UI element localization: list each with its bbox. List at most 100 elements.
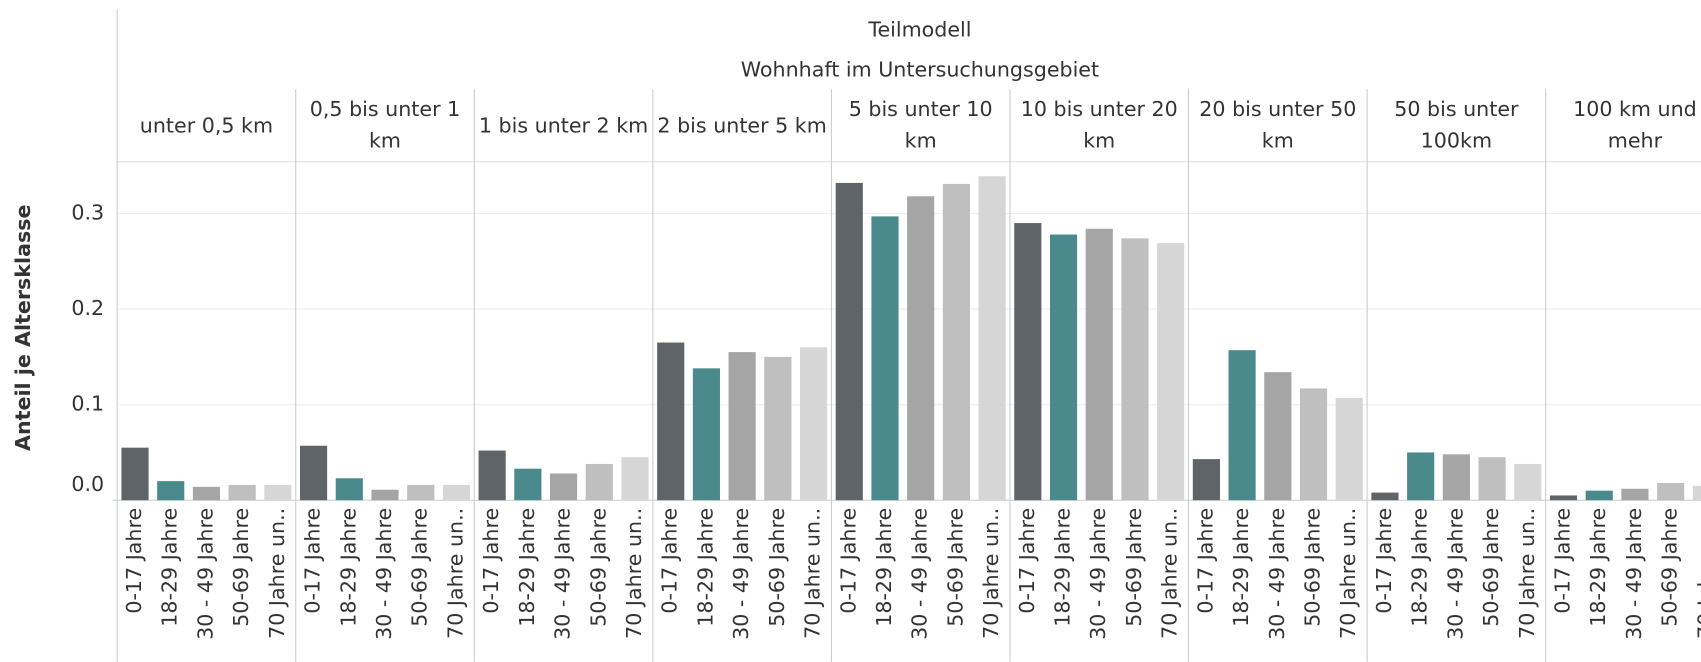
x-tick-label: 18-29 Jahre — [336, 508, 360, 627]
panel-header-label: 5 bis unter 10 km — [848, 97, 993, 154]
x-tick-label: 30 - 49 Jahre — [1622, 508, 1646, 640]
x-tick-label: 70 Jahre un.. — [1336, 508, 1360, 639]
panel-header: unter 0,5 km — [140, 113, 273, 137]
bar — [371, 489, 399, 501]
bar — [692, 368, 720, 501]
x-tick-label: 30 - 49 Jahre — [1086, 508, 1110, 640]
bar — [1621, 488, 1649, 501]
x-tick-label: 0-17 Jahre — [1015, 508, 1039, 614]
bar — [799, 347, 828, 501]
panel-header-label: 20 bis unter 50 km — [1199, 97, 1357, 154]
bar — [1549, 495, 1578, 501]
x-tick-label: 50-69 Jahre — [586, 508, 610, 627]
panel-header: 5 bis unter 10 km — [848, 97, 993, 154]
bar — [300, 445, 328, 501]
bar — [621, 457, 649, 501]
bar — [835, 182, 863, 501]
x-tick-label: 50-69 Jahre — [765, 508, 789, 627]
y-tick-label: 0.1 — [71, 392, 104, 416]
x-tick-label: 0-17 Jahre — [1551, 508, 1575, 614]
panel-header-label: 2 bis unter 5 km — [657, 113, 827, 138]
panel-header: 10 bis unter 20 km — [1020, 97, 1178, 154]
bar — [585, 463, 613, 501]
bar — [1371, 492, 1399, 501]
panel-header-label: 50 bis unter 100km — [1394, 97, 1519, 154]
bar — [157, 481, 185, 501]
x-tick-label: 18-29 Jahre — [515, 508, 539, 627]
bar — [1192, 459, 1220, 501]
x-tick-label: 30 - 49 Jahre — [193, 508, 217, 640]
bar — [1514, 463, 1542, 501]
y-tick-label: 0.2 — [71, 296, 104, 320]
bar — [978, 176, 1006, 501]
x-tick-label: 50-69 Jahre — [1122, 508, 1146, 627]
bar — [192, 486, 221, 501]
bar — [1442, 454, 1470, 501]
bar — [728, 352, 756, 501]
x-tick-label: 0-17 Jahre — [122, 508, 146, 614]
panel-header: 2 bis unter 5 km — [657, 113, 827, 138]
bar — [1692, 485, 1701, 501]
x-tick-label: 70 Jahre un.. — [622, 508, 646, 639]
x-tick-label: 50-69 Jahre — [943, 508, 967, 627]
x-tick-label: 30 - 49 Jahre — [1265, 508, 1289, 640]
bar — [1585, 490, 1613, 501]
panel-header-label: 1 bis unter 2 km — [478, 113, 649, 138]
x-tick-label: 50-69 Jahre — [408, 508, 432, 627]
x-tick-label: 50-69 Jahre — [1301, 508, 1325, 627]
bar — [407, 484, 435, 501]
bar — [335, 478, 363, 501]
y-tick-label: 0.3 — [71, 201, 104, 225]
x-tick-label: 0-17 Jahre — [301, 508, 325, 614]
x-tick-label: 0-17 Jahre — [479, 508, 503, 614]
x-tick-label: 30 - 49 Jahre — [372, 508, 396, 640]
x-tick-label: 0-17 Jahre — [1193, 508, 1217, 614]
bar — [1657, 483, 1685, 501]
bar — [442, 484, 470, 501]
panel-header: 100 km und mehr — [1573, 98, 1697, 153]
x-tick-label: 70 Jahre un.. — [979, 508, 1003, 639]
x-tick-label: 0-17 Jahre — [836, 508, 860, 614]
x-tick-label: 70 Jahre un.. — [265, 508, 289, 639]
x-tick-label: 70 Jahre un.. — [1693, 508, 1701, 639]
bar — [1085, 228, 1113, 501]
y-tick-label: 0.0 — [71, 472, 104, 496]
panel-header: 0,5 bis unter 1 km — [309, 97, 461, 154]
panel-header: 1 bis unter 2 km — [478, 113, 649, 138]
bar — [1264, 372, 1292, 501]
chart-title: Teilmodell — [867, 18, 971, 42]
x-tick-label: 18-29 Jahre — [872, 508, 896, 627]
bar — [1157, 243, 1185, 501]
bar — [549, 473, 578, 501]
x-tick-label: 18-29 Jahre — [158, 508, 182, 627]
bar — [871, 216, 899, 501]
bar — [478, 450, 506, 501]
x-tick-label: 18-29 Jahre — [1051, 508, 1075, 627]
chart-subtitle: Wohnhaft im Untersuchungsgebiet — [741, 58, 1099, 82]
bar — [764, 356, 792, 501]
panel-header: 20 bis unter 50 km — [1199, 97, 1357, 154]
bar — [264, 484, 292, 501]
bar — [907, 196, 935, 501]
x-tick-label: 50-69 Jahre — [1479, 508, 1503, 627]
bar — [1228, 350, 1256, 501]
bar — [1407, 452, 1435, 501]
x-tick-label: 18-29 Jahre — [1586, 508, 1610, 627]
panel-header: 50 bis unter 100km — [1394, 97, 1519, 154]
bar — [1478, 457, 1506, 501]
x-tick-label: 70 Jahre un.. — [1158, 508, 1182, 639]
bar — [657, 342, 685, 501]
x-tick-label: 30 - 49 Jahre — [908, 508, 932, 640]
bar — [1299, 388, 1328, 501]
x-tick-label: 0-17 Jahre — [658, 508, 682, 614]
panel-header-label: 0,5 bis unter 1 km — [309, 97, 461, 154]
panel-header-label: 10 bis unter 20 km — [1020, 97, 1178, 154]
x-tick-label: 70 Jahre un.. — [801, 508, 825, 639]
x-tick-label: 30 - 49 Jahre — [729, 508, 753, 640]
x-tick-label: 50-69 Jahre — [229, 508, 253, 627]
x-tick-label: 70 Jahre un.. — [443, 508, 467, 639]
bar — [514, 468, 542, 501]
y-axis-label: Anteil je Altersklasse — [11, 205, 35, 451]
x-tick-label: 18-29 Jahre — [1229, 508, 1253, 627]
